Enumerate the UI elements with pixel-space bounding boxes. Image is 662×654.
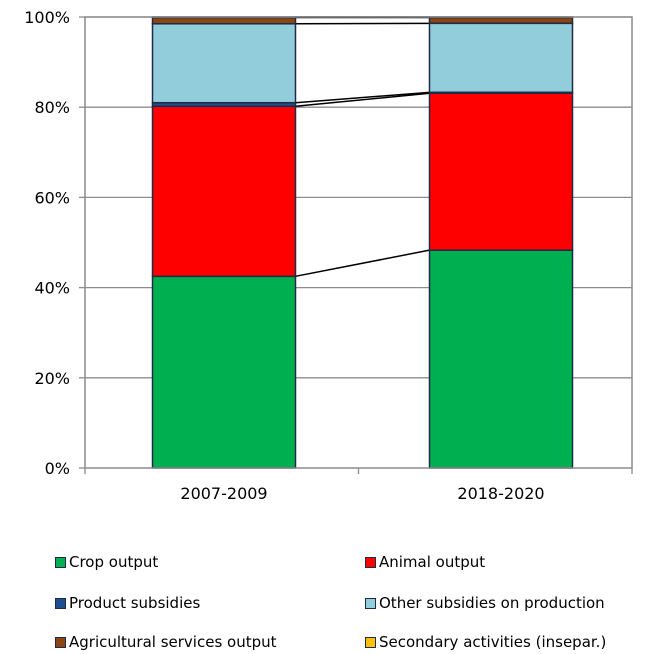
- legend-label: Crop output: [69, 553, 159, 571]
- legend-item-secondary-activities[interactable]: Secondary activities (insepar.): [365, 633, 606, 651]
- legend-swatch: [365, 556, 376, 568]
- axes: 0% 20% 40% 60% 80% 100% 2007-2009 2018-2020: [24, 8, 633, 503]
- legend-swatch: [365, 636, 376, 648]
- legend-item-product-subsidies[interactable]: Product subsidies: [55, 594, 200, 612]
- legend-swatch: [365, 597, 376, 609]
- x-tick-label: 2007-2009: [180, 484, 267, 503]
- legend-swatch: [55, 597, 66, 609]
- legend-swatch: [55, 556, 66, 568]
- y-tick-label: 20%: [34, 369, 70, 388]
- series-connectors: [295, 16, 430, 278]
- series-connector-line: [295, 92, 430, 108]
- legend-label: Animal output: [379, 553, 486, 571]
- legend-label: Other subsidies on production: [379, 594, 605, 612]
- bar-segment: [428, 249, 574, 469]
- bar-segment: [428, 16, 574, 25]
- legend-label: Product subsidies: [69, 594, 201, 612]
- series-connector-line: [295, 91, 430, 104]
- y-tick-label: 60%: [34, 188, 70, 207]
- y-tick-label: 0%: [45, 459, 70, 478]
- y-tick-label: 100%: [24, 8, 70, 27]
- legend-label: Agricultural services output: [69, 633, 277, 651]
- y-tick-label: 40%: [34, 279, 70, 298]
- legend-swatch: [55, 636, 66, 648]
- stacked-bar-chart: 0% 20% 40% 60% 80% 100% 2007-2009 2018-2020: [24, 8, 633, 503]
- legend-item-animal-output[interactable]: Animal output: [365, 553, 485, 571]
- bars: [151, 16, 574, 469]
- bar-segment: [428, 92, 574, 251]
- bar-segment: [151, 23, 297, 104]
- x-tick-label: 2018-2020: [457, 484, 544, 503]
- legend-item-other-subsidies[interactable]: Other subsidies on production: [365, 594, 605, 612]
- y-tick-label: 80%: [34, 98, 70, 117]
- bar-segment: [151, 275, 297, 469]
- legend-item-crop-output[interactable]: Crop output: [55, 553, 158, 571]
- series-connector-line: [295, 249, 430, 278]
- bar-segment: [428, 22, 574, 94]
- legend-label: Secondary activities (insepar.): [379, 633, 607, 651]
- bar-segment: [151, 16, 297, 25]
- bar-segment: [151, 105, 297, 278]
- legend-item-agricultural-services[interactable]: Agricultural services output: [55, 633, 277, 651]
